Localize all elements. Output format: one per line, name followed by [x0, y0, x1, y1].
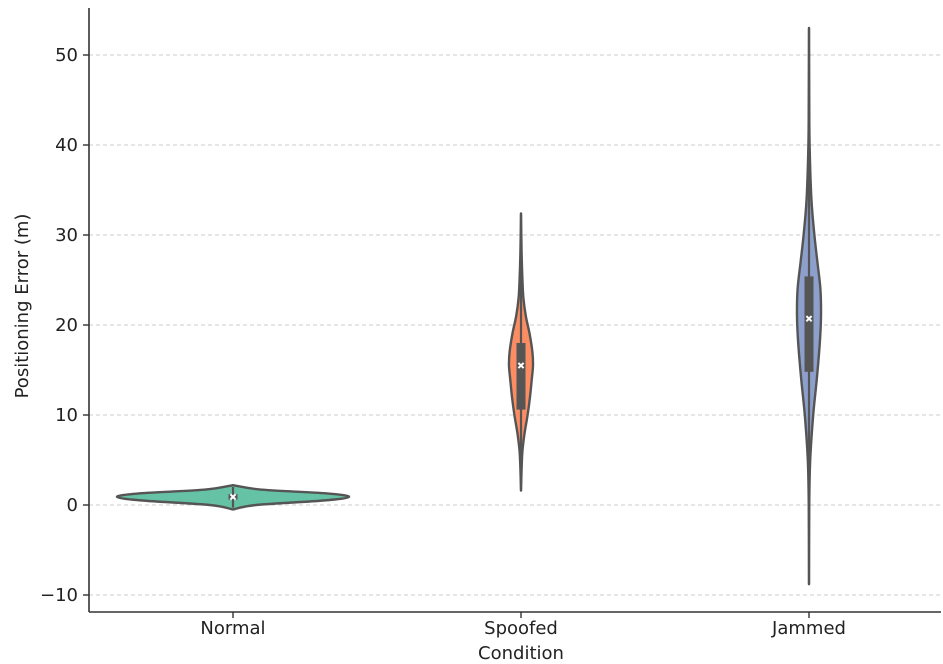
- axes: [88, 8, 941, 613]
- violin-iqr-box: [804, 276, 814, 372]
- y-tick-label: −10: [40, 585, 78, 606]
- x-tick-label: Normal: [200, 618, 265, 639]
- violin-normal: [115, 484, 351, 511]
- x-tick-label: Spoofed: [484, 618, 558, 639]
- x-axis-label: Condition: [478, 643, 564, 664]
- y-tick-label: 30: [55, 225, 78, 246]
- y-tick-label: 20: [55, 315, 78, 336]
- violin-median-marker: [805, 315, 813, 323]
- y-axis-label: Positioning Error (m): [12, 214, 33, 399]
- violin-jammed: [795, 26, 823, 586]
- y-tick-label: 0: [67, 495, 78, 516]
- violin-median-marker: [229, 493, 237, 501]
- violin-iqr-box: [516, 343, 526, 410]
- violin-median-marker: [517, 362, 525, 369]
- y-tick-label: 50: [55, 45, 78, 66]
- y-ticks: −10 0 10 20 30 40 50: [40, 45, 89, 606]
- violin-spoofed: [507, 212, 535, 492]
- x-ticks: Normal Spoofed Jammed: [200, 612, 846, 639]
- y-tick-label: 40: [55, 135, 78, 156]
- y-tick-label: 10: [55, 405, 78, 426]
- violins: [115, 26, 823, 586]
- x-tick-label: Jammed: [771, 618, 846, 639]
